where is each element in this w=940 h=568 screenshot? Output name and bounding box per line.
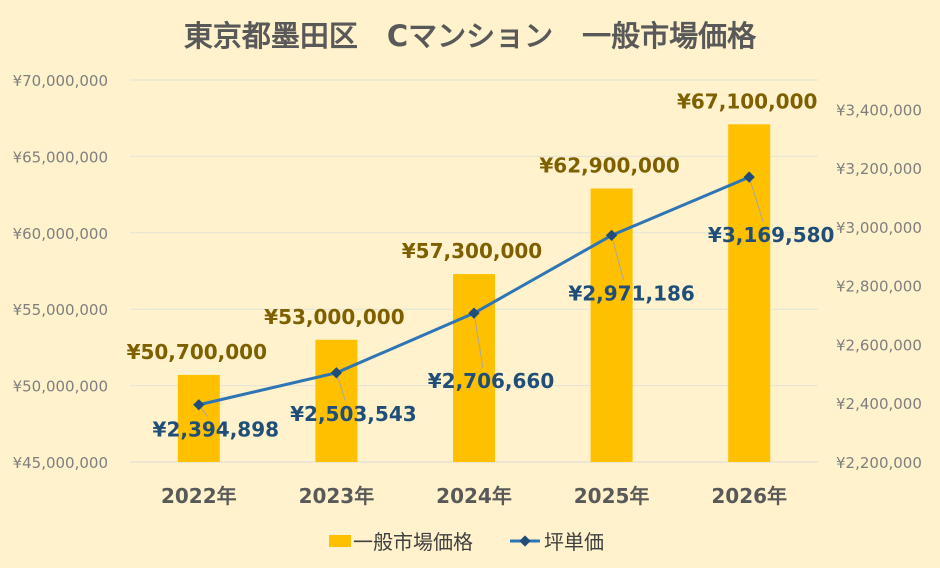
- line-data-label: ¥2,706,660: [428, 369, 555, 393]
- leader-line: [611, 235, 625, 281]
- legend-line-label: 坪単価: [544, 530, 604, 554]
- legend-bar-label: 一般市場価格: [353, 530, 473, 554]
- legend: 一般市場価格 坪単価: [329, 530, 604, 554]
- left-tick-label: ¥45,000,000: [13, 454, 108, 472]
- bar-data-label: ¥57,300,000: [402, 239, 542, 263]
- line-data-label: ¥2,503,543: [290, 402, 417, 426]
- line-data-label: ¥2,394,898: [153, 418, 280, 442]
- right-tick-label: ¥3,400,000: [836, 101, 922, 119]
- bar-data-label: ¥53,000,000: [264, 305, 404, 329]
- line-series: ¥2,394,898 ¥2,503,543 ¥2,706,660 ¥2,971,186…: [153, 171, 835, 442]
- x-axis: 2022年 2023年 2024年 2025年 2026年: [161, 484, 787, 508]
- left-tick-label: ¥70,000,000: [13, 72, 108, 90]
- right-tick-label: ¥3,200,000: [836, 160, 922, 178]
- line-data-label: ¥2,971,186: [568, 281, 695, 305]
- bar-data-label: ¥67,100,000: [677, 89, 817, 113]
- right-axis: ¥2,200,000 ¥2,400,000 ¥2,600,000 ¥2,800,000…: [836, 101, 922, 472]
- x-tick-label: 2026年: [711, 484, 787, 508]
- right-tick-label: ¥2,400,000: [836, 395, 922, 413]
- bar: [315, 339, 358, 462]
- x-tick-label: 2023年: [299, 484, 375, 508]
- left-axis: ¥45,000,000 ¥50,000,000 ¥55,000,000 ¥60,000…: [13, 72, 108, 472]
- bar-data-label: ¥50,700,000: [127, 340, 267, 364]
- bar-data-label: ¥62,900,000: [539, 153, 679, 177]
- left-tick-label: ¥65,000,000: [13, 148, 108, 166]
- line-point: [330, 367, 343, 379]
- legend-line-marker: [519, 535, 531, 547]
- leader-line: [473, 313, 484, 369]
- bar: [453, 274, 495, 462]
- right-tick-label: ¥3,000,000: [836, 219, 922, 237]
- leader-line: [335, 372, 346, 401]
- legend-bar-swatch: [329, 535, 351, 547]
- left-tick-label: ¥55,000,000: [13, 301, 108, 319]
- leader-line: [748, 176, 764, 223]
- x-tick-label: 2024年: [436, 484, 512, 508]
- x-tick-label: 2025年: [574, 484, 650, 508]
- right-tick-label: ¥2,800,000: [836, 278, 922, 296]
- chart-title: 東京都墨田区 Cマンション 一般市場価格: [184, 19, 757, 53]
- right-tick-label: ¥2,200,000: [836, 454, 922, 472]
- line-point: [468, 307, 480, 319]
- left-tick-label: ¥60,000,000: [13, 225, 108, 243]
- bar-series: ¥50,700,000 ¥53,000,000 ¥57,300,000 ¥62,900…: [127, 89, 817, 462]
- x-tick-label: 2022年: [161, 484, 237, 508]
- line-point: [193, 399, 205, 411]
- line-data-label: ¥3,169,580: [708, 223, 835, 247]
- line-point: [743, 171, 755, 183]
- left-tick-label: ¥50,000,000: [13, 378, 108, 396]
- right-tick-label: ¥2,600,000: [836, 336, 922, 354]
- line-point: [605, 229, 618, 242]
- bar: [177, 374, 220, 462]
